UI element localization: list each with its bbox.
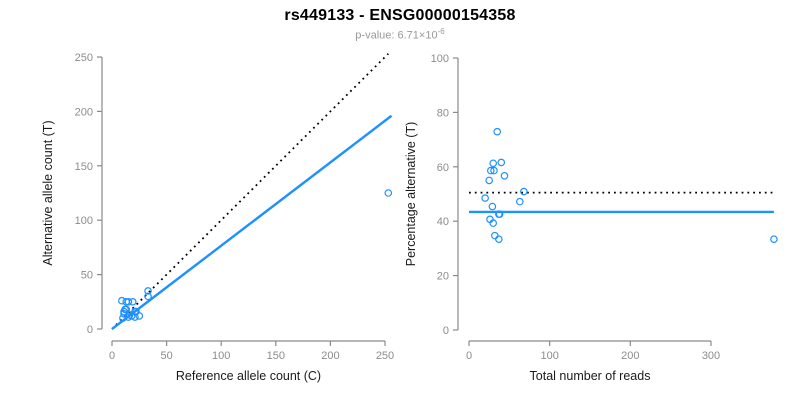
- x-tick-label: 50: [160, 350, 172, 362]
- allele-count-scatter-plot: 0 50 100 150 200 250 0 50 100 150 200 250 Reference …: [41, 52, 394, 383]
- x-tick-label: 0: [466, 350, 472, 362]
- data-point: [493, 127, 502, 136]
- y-axis-title: Percentage alternative (T): [405, 122, 418, 267]
- percentage-vs-reads-scatter-plot: 0 100 200 300 0 20 40 60 80 100 Total number of re…: [405, 53, 778, 383]
- data-point: [384, 189, 393, 197]
- y-tick-label: 100: [431, 53, 449, 65]
- x-axis-title: Total number of reads: [530, 369, 651, 383]
- y-tick-label: 40: [437, 216, 449, 228]
- data-point: [481, 194, 489, 202]
- data-point: [144, 287, 152, 295]
- y-tick-label: 100: [75, 215, 93, 227]
- data-point: [118, 296, 126, 305]
- data-point: [485, 176, 493, 185]
- data-point: [516, 197, 524, 206]
- data-point: [119, 314, 127, 322]
- pvalue-text: p-value: 6.71×10: [355, 29, 438, 42]
- data-point: [491, 231, 499, 240]
- data-point: [122, 305, 130, 314]
- data-point: [131, 313, 139, 321]
- y-tick-label: 0: [443, 325, 449, 337]
- data-point: [135, 312, 144, 320]
- y-tick-label: 60: [437, 162, 449, 174]
- x-tick-label: 300: [702, 350, 720, 362]
- figure-title: rs449133 - ENSG00000154358: [284, 7, 516, 24]
- x-tick-label: 200: [621, 350, 639, 362]
- pvalue-exponent: -6: [437, 27, 445, 36]
- data-point: [495, 235, 503, 243]
- x-tick-label: 150: [267, 350, 285, 362]
- data-point: [770, 235, 778, 243]
- x-tick-label: 100: [540, 350, 558, 362]
- y-tick-label: 250: [75, 52, 93, 64]
- y-axis-title: Alternative allele count (T): [41, 120, 55, 265]
- data-point: [127, 312, 136, 320]
- data-point: [489, 219, 498, 227]
- x-axis-title: Reference allele count (C): [176, 369, 321, 383]
- data-point: [128, 297, 137, 306]
- y-tick-label: 0: [87, 324, 93, 336]
- data-point: [520, 187, 528, 196]
- x-tick-label: 250: [376, 350, 394, 362]
- y-tick-label: 150: [75, 161, 93, 173]
- x-tick-label: 200: [321, 350, 339, 362]
- y-tick-label: 200: [75, 106, 93, 118]
- y-tick-label: 50: [81, 270, 93, 282]
- x-tick-label: 0: [109, 350, 115, 362]
- identity-line: [111, 53, 389, 330]
- figure-subtitle-pvalue: p-value: 6.71×10-6: [0, 27, 800, 42]
- regression-line: [111, 114, 393, 330]
- y-tick-label: 80: [437, 107, 449, 119]
- x-tick-label: 100: [212, 350, 230, 362]
- data-point: [490, 166, 498, 175]
- data-point: [500, 171, 509, 180]
- data-point: [486, 166, 495, 175]
- data-point: [497, 158, 506, 167]
- data-point: [488, 202, 497, 211]
- data-point: [144, 292, 152, 301]
- y-tick-label: 20: [437, 271, 449, 283]
- data-point: [495, 210, 504, 218]
- data-point: [124, 297, 133, 306]
- data-point: [489, 159, 498, 168]
